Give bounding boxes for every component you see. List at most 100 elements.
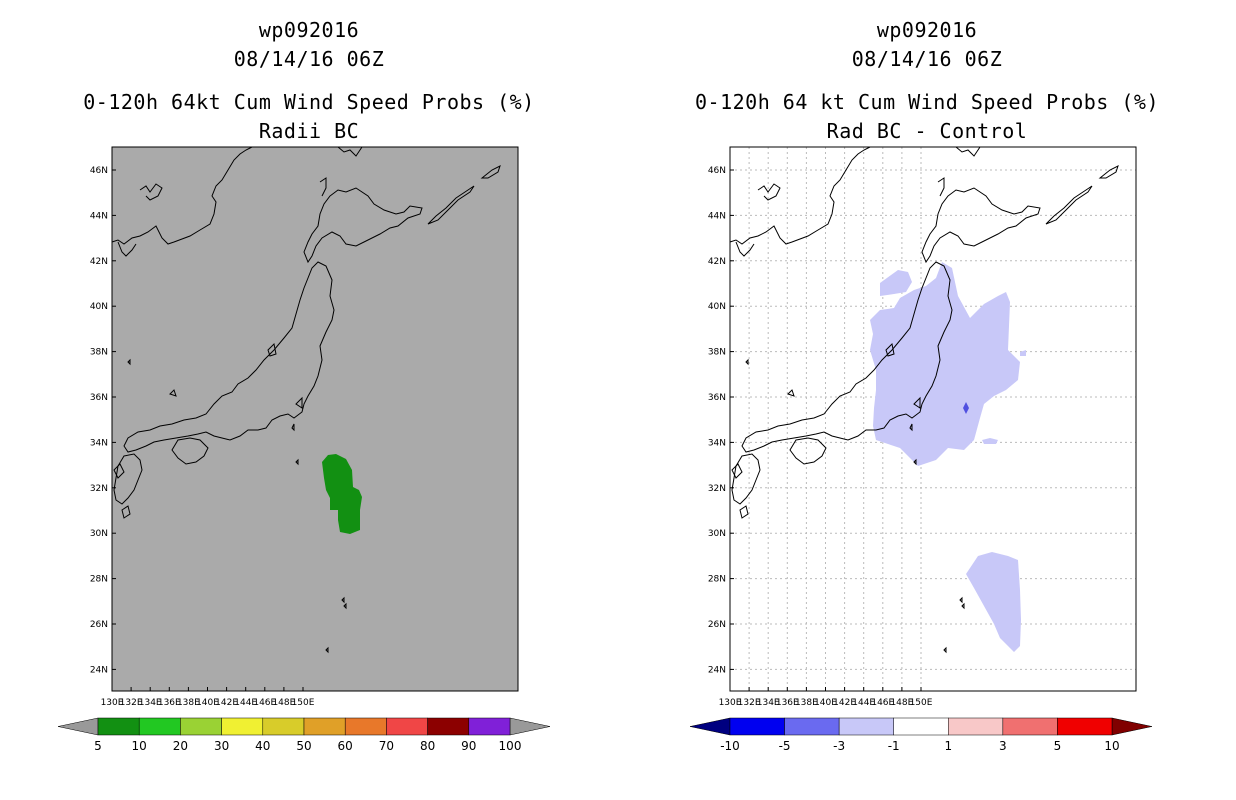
lon-label: 148E	[890, 698, 913, 708]
difference-area-small-south	[982, 438, 998, 444]
left-map: 46N 44N 42N 40N 38N 36N 34N 32N 30N 28N 26N 24N 130…	[57, 146, 551, 753]
colorbar-label: 20	[173, 739, 188, 753]
coast-segment	[909, 423, 913, 432]
coast-segment	[739, 505, 749, 519]
coast-segment	[735, 241, 755, 257]
lon-label: 134E	[757, 698, 780, 708]
lat-label: 28N	[708, 575, 726, 585]
left-storm-id: wp092016	[258, 18, 360, 42]
coast-segment	[111, 146, 253, 245]
left-chart-title: 0-120h 64kt Cum Wind Speed Probs (%)	[83, 90, 535, 114]
colorbar-swatch	[948, 717, 1004, 736]
colorbar-left: 5 10 20 30 40 50 60 70 80 90 100	[57, 717, 551, 753]
lon-label: 132E	[120, 698, 143, 708]
coast-segment	[169, 389, 177, 397]
coast-segment	[139, 183, 163, 201]
lat-label: 32N	[708, 484, 726, 494]
coast-segment	[113, 463, 125, 479]
coast-segment	[937, 177, 945, 197]
coast-segment	[1045, 185, 1093, 225]
colorbar-right: -10 -5 -3 -1 1 3 5 10	[689, 717, 1153, 753]
lat-label: 34N	[90, 438, 108, 448]
lon-label: 144E	[234, 698, 257, 708]
lon-labels: 130E132E134E136E138E140E142E144E146E148E…	[719, 687, 933, 708]
coast-segment	[921, 187, 1041, 264]
colorbar-label: 40	[255, 739, 270, 753]
left-chart-subtitle: Radii BC	[258, 119, 360, 143]
coast-segment	[480, 165, 501, 179]
probability-swath	[322, 454, 362, 534]
lat-label: 34N	[708, 438, 726, 448]
coast-segment	[295, 396, 303, 409]
colorbar-label: 80	[420, 739, 435, 753]
coast-segment	[267, 342, 277, 357]
coast-segment	[325, 646, 329, 654]
coast-segment	[127, 358, 131, 366]
colorbar-cap-right	[509, 717, 551, 736]
lat-label: 44N	[90, 211, 108, 221]
colorbar-swatch	[262, 717, 305, 736]
colorbar-swatch	[303, 717, 346, 736]
colorbar-label: 3	[999, 739, 1007, 753]
colorbar-cap-left	[689, 717, 731, 736]
lat-label: 42N	[708, 257, 726, 267]
lon-label: 136E	[776, 698, 799, 708]
right-storm-id: wp092016	[876, 18, 978, 42]
difference-area-small-east	[1020, 350, 1026, 356]
colorbar-swatch	[221, 717, 264, 736]
coast-segment	[337, 146, 363, 157]
colorbar-swatch	[729, 717, 785, 736]
lon-label: 140E	[196, 698, 219, 708]
coast-segment	[341, 596, 345, 604]
colorbar-label: -1	[888, 739, 900, 753]
lat-labels: 46N 44N 42N 40N 38N 36N 34N 32N 30N 28N 26N 24N	[708, 166, 734, 675]
lat-label: 30N	[90, 529, 108, 539]
lon-label: 150E	[292, 698, 315, 708]
lon-label: 150E	[910, 698, 933, 708]
right-chart-subtitle: Rad BC - Control	[826, 119, 1028, 143]
lat-label: 26N	[90, 620, 108, 630]
colorbar-swatch	[344, 717, 387, 736]
colorbar-swatch	[468, 717, 511, 736]
right-map: 46N 44N 42N 40N 38N 36N 34N 32N 30N 28N 26N 24N 130…	[689, 146, 1153, 753]
lon-label: 132E	[738, 698, 761, 708]
left-datetime: 08/14/16 06Z	[233, 47, 385, 71]
coastline	[729, 146, 1119, 654]
colorbar-swatch	[180, 717, 222, 736]
coast-segment	[745, 358, 749, 366]
colorbar-swatch	[386, 717, 428, 736]
lon-label: 138E	[177, 698, 200, 708]
coast-segment	[955, 146, 981, 157]
difference-marker	[963, 402, 969, 414]
map-frame	[111, 146, 519, 692]
lat-label: 32N	[90, 484, 108, 494]
lat-label: 36N	[708, 393, 726, 403]
lat-label: 38N	[90, 348, 108, 358]
lat-labels: 46N 44N 42N 40N 38N 36N 34N 32N 30N 28N 26N 24N	[90, 166, 116, 675]
lat-label: 44N	[708, 211, 726, 221]
right-chart-title: 0-120h 64 kt Cum Wind Speed Probs (%)	[694, 90, 1160, 114]
lon-label: 134E	[139, 698, 162, 708]
difference-area-south	[966, 552, 1021, 652]
right-datetime: 08/14/16 06Z	[851, 47, 1003, 71]
coast-segment	[787, 389, 795, 397]
lon-labels: 130E132E134E136E138E140E142E144E146E148E…	[101, 687, 315, 708]
coast-segment	[913, 458, 917, 466]
lat-label: 42N	[90, 257, 108, 267]
coast-segment	[789, 437, 827, 465]
lat-label: 40N	[708, 302, 726, 312]
colorbar-swatch	[893, 717, 949, 736]
coast-segment	[729, 146, 871, 245]
coast-segment	[291, 423, 295, 432]
lon-label: 142E	[833, 698, 856, 708]
coast-segment	[295, 458, 299, 466]
colorbar-label: 70	[379, 739, 394, 753]
probability-fill	[322, 454, 362, 534]
right-map-panel: wp092016 08/14/16 06Z 0-120h 64 kt Cum W…	[618, 0, 1236, 800]
lat-label: 30N	[708, 529, 726, 539]
coast-segment	[757, 183, 781, 201]
lon-label: 138E	[795, 698, 818, 708]
coast-segment	[113, 453, 143, 505]
colorbar-swatch	[1057, 717, 1113, 736]
coast-segment	[319, 177, 327, 197]
